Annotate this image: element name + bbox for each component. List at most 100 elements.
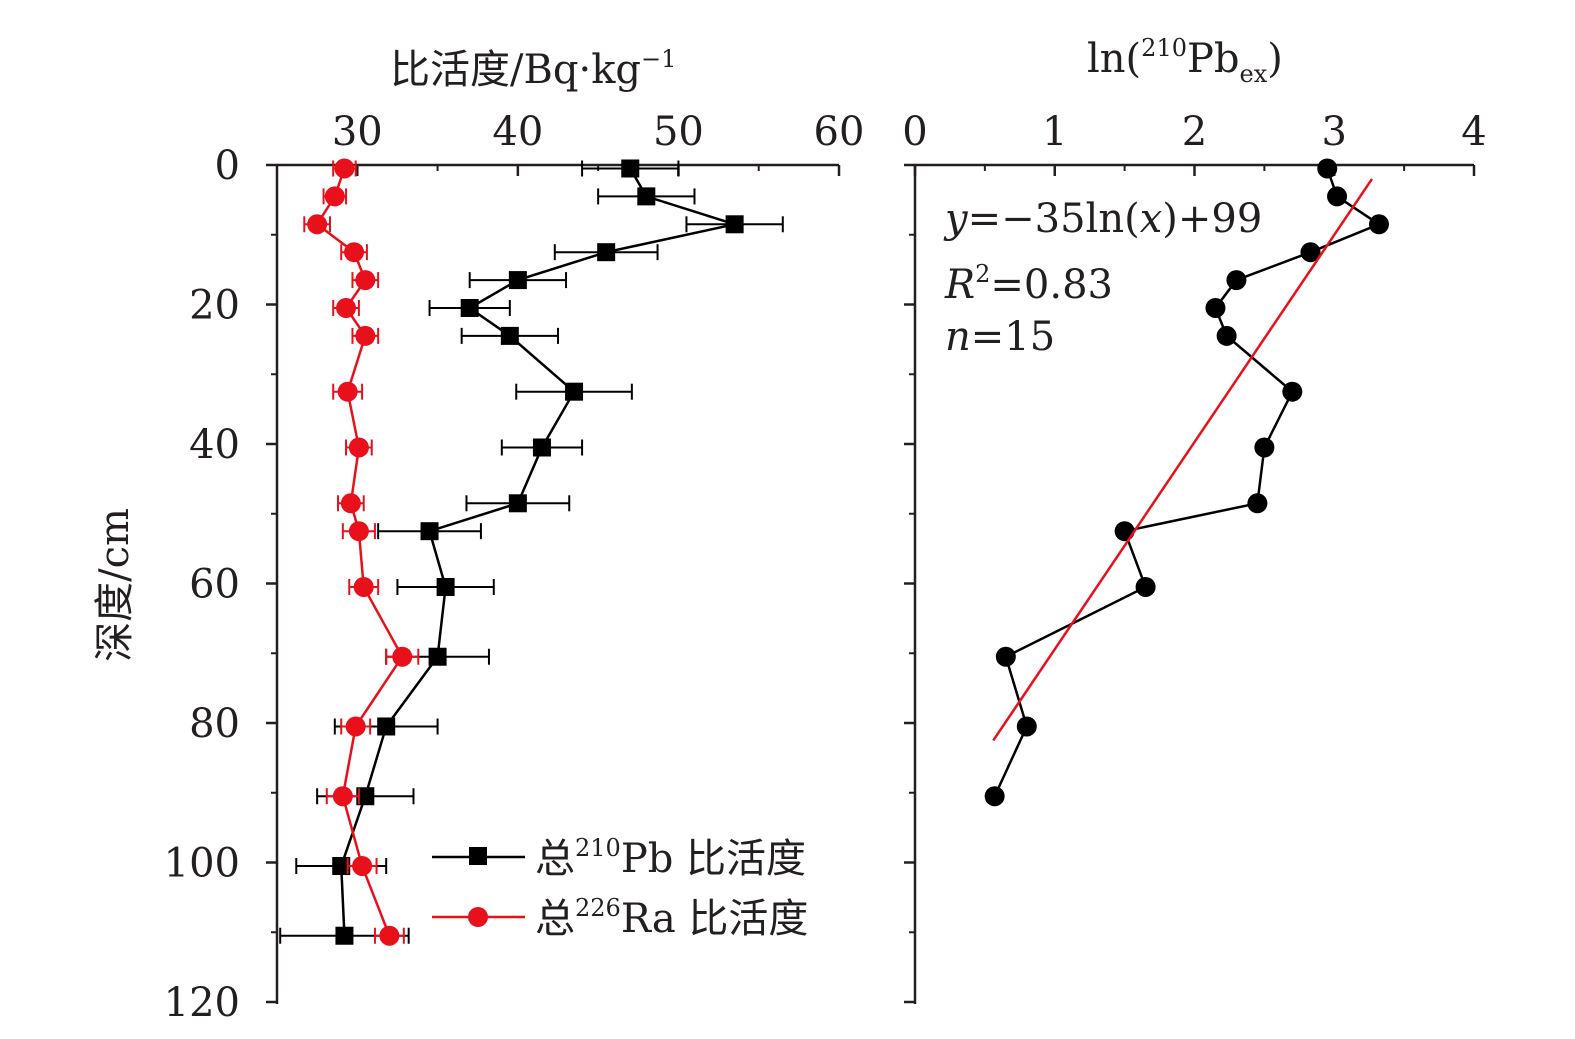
left-series-1-point <box>340 493 361 514</box>
right-plot-area <box>984 158 1389 807</box>
left-series-0-point <box>428 647 447 666</box>
legend-pb-marker <box>469 847 487 865</box>
fit-n-val: =15 <box>971 314 1055 360</box>
left-axis-title-sup: −1 <box>641 45 676 73</box>
left-series-1-point <box>355 270 376 291</box>
left-series-0-line <box>339 167 740 936</box>
right-title-mid: Pb <box>1187 36 1240 82</box>
left-series-1-point <box>324 186 345 207</box>
left-series-0-point <box>332 856 351 875</box>
left-series-0-point <box>420 522 439 541</box>
left-y-tick-label: 120 <box>164 980 240 1026</box>
right-series-0-point <box>1300 242 1321 263</box>
left-series-0-point <box>725 215 744 234</box>
left-series-1-point <box>379 925 400 946</box>
right-series-0-point <box>1317 158 1338 179</box>
legend-ra-rest: Ra 比活度 <box>621 896 809 942</box>
left-y-tick-label: 20 <box>189 283 240 329</box>
left-y-tick-label: 80 <box>189 701 240 747</box>
left-x-tick-label: 30 <box>332 109 383 155</box>
left-series-1-point <box>345 716 366 737</box>
right-series-0-point <box>995 646 1016 667</box>
right-x-tick-label: 1 <box>1042 109 1067 155</box>
legend-ra-label: 总226Ra 比活度 <box>535 894 808 942</box>
right-series-0-point <box>1254 437 1275 458</box>
right-title-pre: ln( <box>1087 36 1141 82</box>
right-series-0-point <box>1282 381 1303 402</box>
right-x-ticks: 0 1 2 3 4 <box>902 109 1487 176</box>
left-y-ticks: 0 20 40 60 80 100 120 <box>164 143 277 1026</box>
left-series-1-point <box>392 646 413 667</box>
left-series-0-point <box>508 271 527 290</box>
left-series-0-point <box>460 298 479 317</box>
fit-equation-end: )+99 <box>1162 196 1262 242</box>
left-series-0-point <box>565 382 584 401</box>
legend: 总 210Pb 比活度 总226Ra 比活度 <box>432 834 808 942</box>
left-series-1-point <box>332 786 353 807</box>
fit-equation-x: x <box>1140 196 1163 242</box>
right-series-0-point <box>1016 716 1037 737</box>
fit-equation: y=−35ln(x)+99 <box>943 196 1262 242</box>
left-series-1-point <box>348 521 369 542</box>
left-y-tick-label: 100 <box>164 841 240 887</box>
left-series-0-point <box>597 243 616 262</box>
left-y-tick-label: 60 <box>189 562 240 608</box>
right-x-tick-label: 4 <box>1461 109 1486 155</box>
fit-line-line <box>992 178 1374 742</box>
right-series-0-point <box>1205 297 1226 318</box>
left-series-1-point <box>355 325 376 346</box>
fit-equation-mid: =−35ln( <box>968 196 1140 242</box>
legend-pb-rest: Pb 比活度 <box>621 836 806 882</box>
left-series-0-point <box>508 494 527 513</box>
right-x-tick-label: 0 <box>902 109 927 155</box>
right-series-0-point <box>984 786 1005 807</box>
left-x-tick-label: 50 <box>653 109 704 155</box>
legend-ra-sup: 226 <box>575 894 621 922</box>
legend-pb-sup: 210 <box>575 834 621 862</box>
fit-r2-r: R <box>944 262 975 308</box>
left-series-1-point <box>334 158 355 179</box>
fit-equation-y: y <box>943 196 969 242</box>
right-series-0-point <box>1135 576 1156 597</box>
left-series-0-point <box>436 577 455 596</box>
right-series-0-point <box>1327 186 1348 207</box>
left-series-1-point <box>352 855 373 876</box>
legend-ra-marker <box>468 907 488 927</box>
right-title-end: ) <box>1267 36 1283 82</box>
legend-ra-pre: 总 <box>535 896 575 942</box>
left-x-tick-label: 40 <box>492 109 543 155</box>
right-y-ticks <box>904 163 915 1004</box>
left-series-0-point <box>500 326 519 345</box>
left-series-1-point <box>348 437 369 458</box>
right-x-tick-label: 3 <box>1322 109 1347 155</box>
left-x-tick-label: 60 <box>814 109 865 155</box>
left-panel: 30 40 50 60 0 20 40 60 80 100 120 比活度/Bq·kg−1 深度/… <box>92 45 864 1026</box>
left-axis-title-main: 比活度/Bq·kg <box>390 47 641 93</box>
left-series-1-point <box>337 381 358 402</box>
right-series-0-point <box>1247 493 1268 514</box>
right-series-0-point <box>1216 325 1237 346</box>
left-axis-title: 比活度/Bq·kg−1 <box>390 45 676 93</box>
fit-r2-sup: 2 <box>975 260 990 288</box>
right-x-tick-label: 2 <box>1182 109 1207 155</box>
right-title-sub: ex <box>1240 60 1268 88</box>
right-series-0-point <box>1226 270 1247 291</box>
fit-n: n=15 <box>945 314 1055 360</box>
left-plot-area <box>279 158 784 946</box>
left-y-tick-label: 0 <box>215 143 240 189</box>
right-series-0-point <box>1114 521 1135 542</box>
left-series-1-point <box>353 576 374 597</box>
y-axis-title: 深度/cm <box>92 508 138 662</box>
left-series-0-point <box>377 717 396 736</box>
left-series-0-point <box>356 787 375 806</box>
fit-r2: R2=0.83 <box>944 260 1113 308</box>
left-series-0-point <box>335 926 354 945</box>
left-series-0-point <box>637 187 656 206</box>
left-series-1-point <box>344 242 365 263</box>
fit-r2-val: =0.83 <box>990 262 1113 308</box>
right-series-0-point <box>1368 214 1389 235</box>
left-series-1-point <box>336 297 357 318</box>
left-y-tick-label: 40 <box>189 422 240 468</box>
